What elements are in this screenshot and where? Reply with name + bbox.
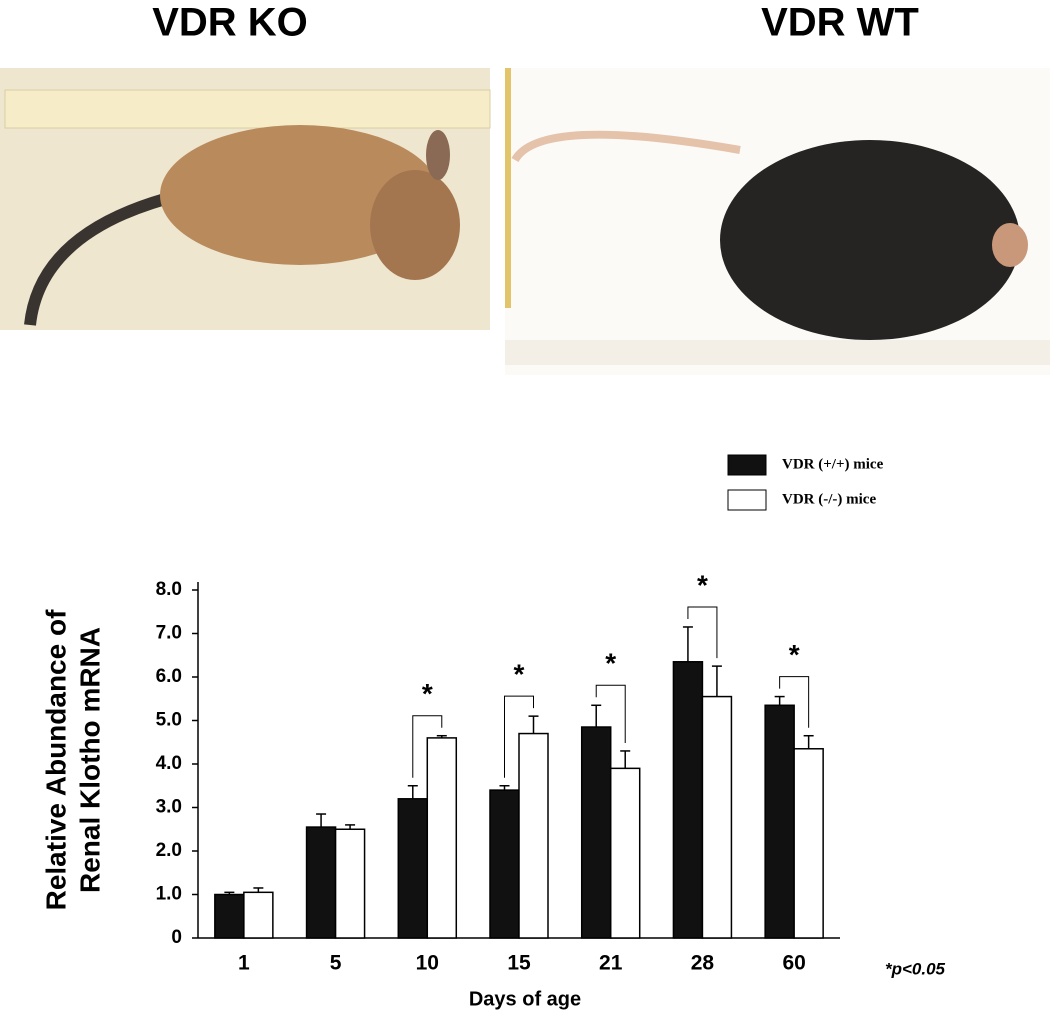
photo-label: VDR WT bbox=[761, 1, 919, 45]
photo-label: VDR KO bbox=[152, 1, 308, 45]
bar bbox=[243, 891, 274, 939]
bar bbox=[580, 726, 612, 939]
bar bbox=[764, 704, 795, 939]
bar bbox=[334, 828, 366, 939]
x-tick-label: 28 bbox=[691, 952, 715, 975]
significance-mark: * bbox=[514, 659, 525, 690]
bar bbox=[214, 893, 245, 939]
bar bbox=[305, 826, 337, 939]
x-tick-label: 21 bbox=[599, 952, 623, 975]
significance-bracket bbox=[595, 684, 626, 743]
significance-bracket bbox=[687, 606, 718, 659]
y-tick-label: 3.0 bbox=[156, 797, 182, 818]
y-axis-label: Relative Abundance of bbox=[40, 609, 71, 910]
legend-swatch bbox=[727, 489, 767, 511]
y-tick-label: 1.0 bbox=[156, 884, 182, 905]
y-tick-label: 4.0 bbox=[156, 753, 182, 774]
x-tick-label: 15 bbox=[507, 952, 531, 975]
x-tick-label: 5 bbox=[330, 952, 342, 975]
bar bbox=[518, 732, 549, 939]
x-tick-label: 60 bbox=[782, 952, 805, 975]
bar bbox=[426, 737, 458, 939]
photo-ko bbox=[0, 68, 491, 330]
y-tick-label: 0 bbox=[171, 927, 182, 948]
y-tick-label: 5.0 bbox=[156, 710, 182, 731]
x-axis-label: Days of age bbox=[469, 988, 581, 1010]
significance-bracket bbox=[412, 715, 443, 778]
significance-bracket bbox=[779, 676, 810, 728]
x-tick-label: 1 bbox=[238, 952, 250, 975]
bar bbox=[397, 798, 429, 939]
significance-mark: * bbox=[697, 569, 708, 600]
significance-bracket bbox=[504, 695, 534, 778]
bar bbox=[489, 789, 520, 939]
significance-mark: * bbox=[789, 639, 800, 670]
y-axis-label: Renal Klotho mRNA bbox=[74, 627, 105, 893]
legend-label: VDR (+/+) mice bbox=[782, 456, 884, 472]
y-tick-label: 7.0 bbox=[156, 623, 182, 644]
bar bbox=[793, 748, 824, 939]
significance-mark: * bbox=[605, 648, 616, 679]
legend-label: VDR (-/-) mice bbox=[782, 491, 876, 507]
bar bbox=[609, 767, 641, 939]
footnote: *p<0.05 bbox=[885, 959, 946, 978]
x-tick-label: 10 bbox=[416, 952, 439, 975]
legend-swatch bbox=[727, 454, 767, 476]
y-tick-label: 8.0 bbox=[156, 579, 182, 600]
bar bbox=[701, 695, 733, 939]
bar bbox=[672, 661, 704, 939]
significance-mark: * bbox=[422, 678, 433, 709]
photo-wt bbox=[505, 68, 1050, 375]
y-tick-label: 2.0 bbox=[156, 840, 182, 861]
y-tick-label: 6.0 bbox=[156, 666, 182, 687]
